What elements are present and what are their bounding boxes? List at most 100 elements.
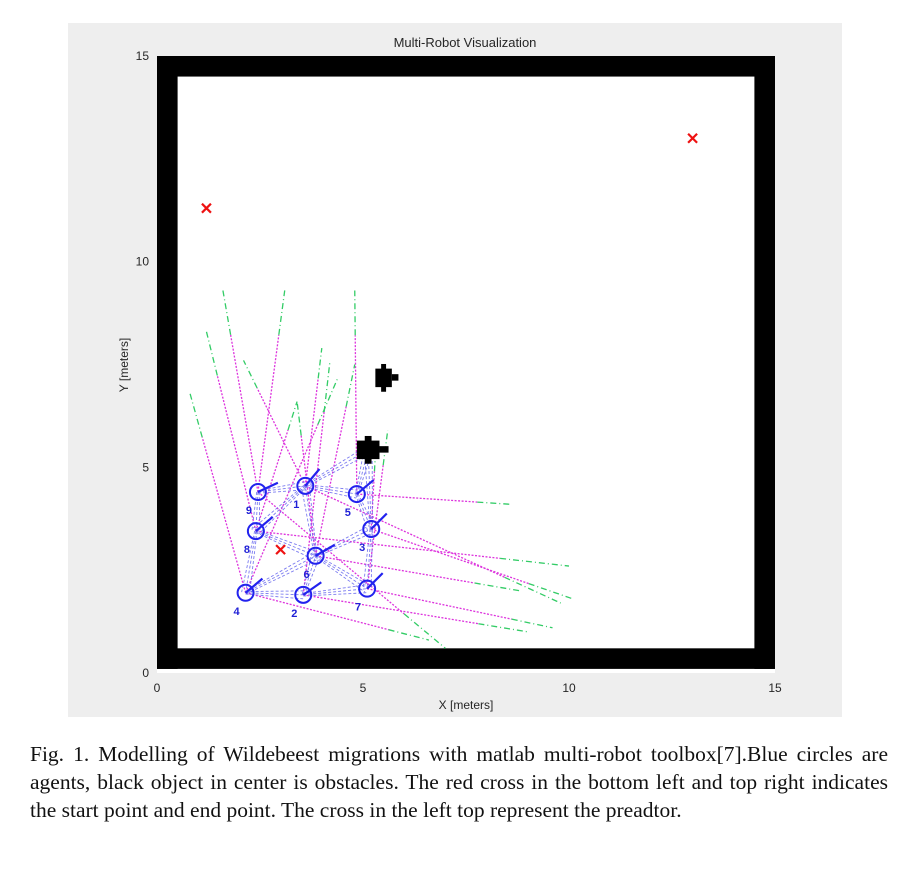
agent-heading — [257, 481, 279, 494]
axis-ticks: 0 5 10 15 0 5 10 15 — [136, 49, 782, 695]
plot-area — [157, 56, 775, 673]
lidar-ray — [304, 378, 319, 486]
x-tick-label: 15 — [768, 681, 782, 695]
agent-label: 7 — [355, 602, 361, 614]
y-tick-label: 0 — [142, 666, 149, 680]
neighbor-link — [315, 532, 374, 558]
lidar-ray — [300, 435, 317, 556]
cross-markers — [201, 132, 698, 555]
lidar-ray — [314, 406, 347, 556]
agent-circle — [248, 483, 267, 502]
agent-heading — [244, 577, 264, 594]
figure-panel: Multi-Robot Visualization 1 2 3 4 5 6 7 8 9 0 5 10… — [68, 23, 842, 717]
agent-circle — [294, 585, 313, 604]
neighbor-link — [256, 529, 318, 553]
agent-heading — [366, 572, 384, 590]
neighbor-link — [308, 485, 318, 556]
lidar-ray-tail — [189, 393, 203, 438]
y-tick-label: 15 — [136, 49, 150, 63]
lidar-ray — [366, 588, 512, 620]
agent-circle — [246, 522, 265, 541]
neighbor-link — [255, 491, 259, 532]
neighbor-link — [303, 584, 367, 595]
agent-label: 9 — [246, 505, 252, 517]
neighbor-link — [252, 484, 305, 529]
end-cross — [687, 132, 698, 144]
lidar-ray — [244, 424, 319, 594]
lidar-ray-tail — [500, 557, 570, 567]
obstacle-lower-notch — [364, 435, 372, 464]
lidar-ray — [302, 411, 325, 595]
lidar-ray-tail — [242, 360, 258, 389]
lidar-ray — [216, 375, 257, 532]
agent-circle — [296, 476, 315, 495]
agent-circle — [362, 520, 381, 539]
arena-walls — [157, 56, 775, 669]
x-axis-label: X [meters] — [439, 698, 494, 712]
lidar-ray — [256, 387, 306, 487]
neighbor-link — [356, 493, 372, 530]
lidar-ray — [257, 491, 405, 615]
predator-cross — [201, 202, 212, 214]
obstacle-upper-tab — [391, 374, 399, 381]
y-tick-label: 5 — [142, 460, 149, 474]
neighbor-link — [305, 484, 358, 491]
x-tick-label: 5 — [360, 681, 367, 695]
lidar-ray — [245, 592, 389, 631]
neighbor-link — [303, 588, 368, 596]
x-tick-label: 10 — [562, 681, 576, 695]
neighbor-link — [314, 556, 366, 593]
lidar-ray — [315, 555, 475, 584]
agent-heading — [370, 512, 388, 530]
lidar-ray-tail — [205, 331, 218, 376]
lidar-ray-tail — [222, 290, 232, 335]
neighbor-link — [304, 485, 317, 556]
lidar-rays — [189, 290, 574, 649]
agent-label: 4 — [234, 606, 241, 618]
neighbor-link — [303, 592, 368, 597]
wall-bottom — [157, 648, 775, 669]
agent-label: 1 — [293, 499, 299, 511]
neighbor-link — [255, 530, 316, 557]
lidar-ray — [354, 335, 358, 495]
agent-heading — [255, 516, 274, 532]
wall-top — [157, 56, 775, 77]
lidar-ray-tail — [278, 290, 286, 335]
lidar-ray — [201, 437, 247, 593]
lidar-ray-tail — [287, 401, 298, 431]
obstacle-upper-notch — [381, 363, 387, 392]
lidar-ray-tail — [478, 623, 528, 633]
y-tick-label: 10 — [136, 255, 150, 269]
neighbor-link — [244, 551, 314, 593]
chart-title: Multi-Robot Visualization — [394, 35, 537, 50]
neighbor-link — [245, 558, 318, 595]
agent-label: 8 — [244, 544, 250, 556]
lidar-ray-tail — [504, 576, 562, 604]
lidar-ray — [303, 594, 479, 625]
lidar-ray-tail — [323, 360, 331, 413]
multi-robot-plot: Multi-Robot Visualization 1 2 3 4 5 6 7 8 9 0 5 10… — [117, 35, 782, 712]
figure-caption: Fig. 1. Modelling of Wildebeest migratio… — [30, 742, 888, 822]
agent-circle — [358, 579, 377, 598]
x-tick-label: 0 — [154, 681, 161, 695]
lidar-ray — [356, 493, 478, 503]
neighbor-link — [249, 531, 258, 594]
agent-circle — [236, 583, 255, 602]
lidar-ray — [255, 530, 501, 560]
neighbor-link — [245, 531, 257, 593]
lidar-ray — [257, 334, 280, 493]
lidar-ray-tail — [528, 582, 574, 600]
lidar-ray — [305, 485, 505, 578]
neighbor-link — [302, 555, 317, 595]
agent-label: 2 — [291, 608, 297, 620]
lidar-ray-tail — [477, 501, 512, 506]
neighbor-link — [258, 486, 307, 535]
neighbor-link — [300, 486, 315, 557]
agent-heading — [304, 468, 321, 487]
agent-heading — [356, 479, 375, 495]
y-axis-label: Y [meters] — [117, 338, 131, 392]
lidar-ray-tail — [474, 582, 520, 592]
neighbor-link — [304, 445, 367, 486]
neighbor-link — [245, 555, 316, 594]
lidar-ray-tail — [317, 376, 339, 425]
